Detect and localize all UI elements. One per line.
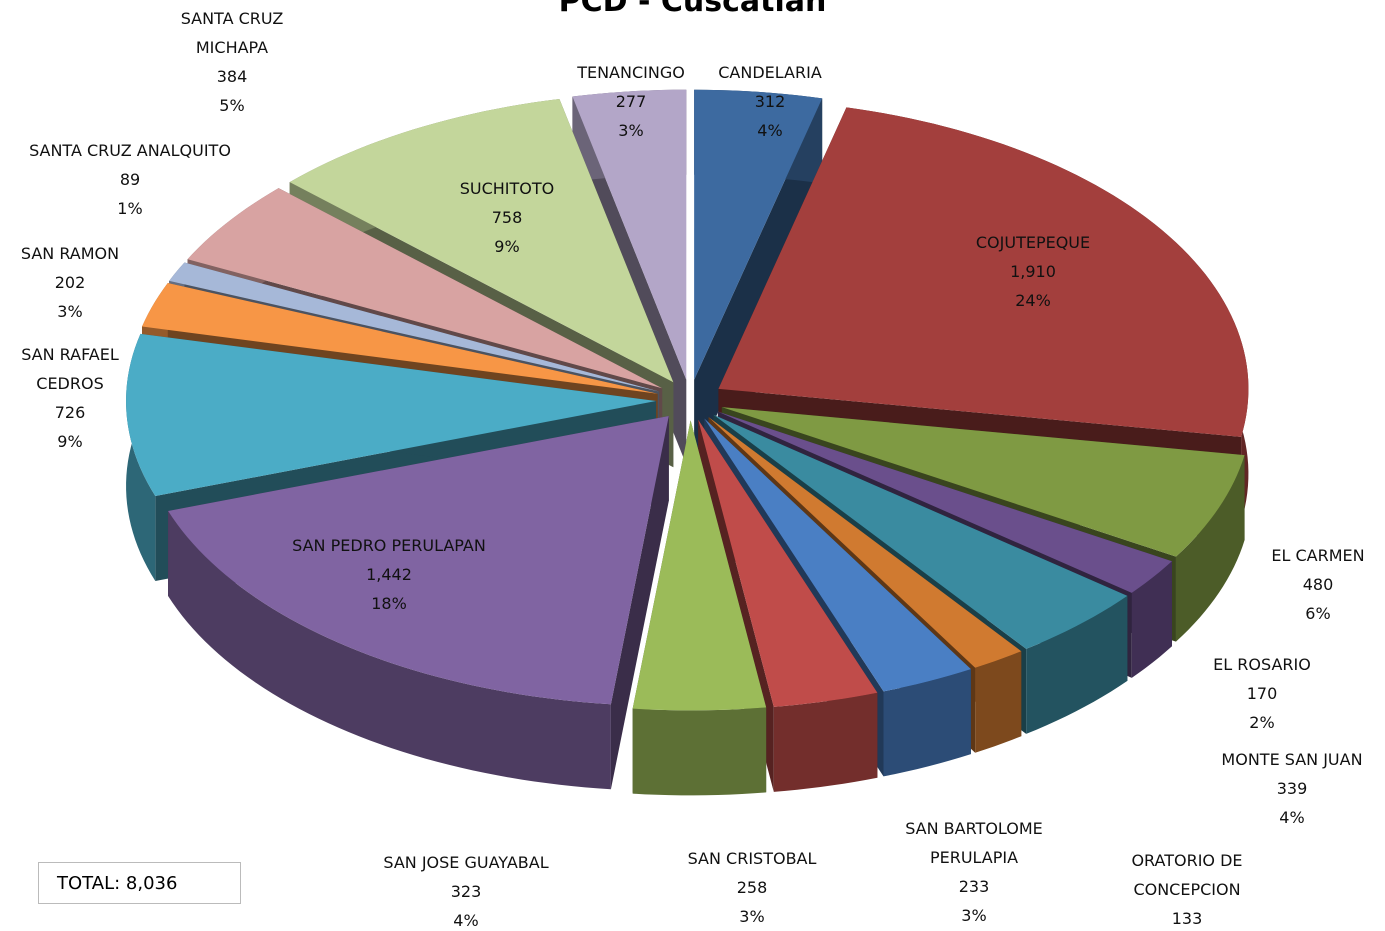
slice-outer-wall bbox=[632, 707, 767, 796]
slice-top bbox=[142, 283, 658, 394]
slice-top bbox=[632, 420, 767, 711]
slice-value: 258 bbox=[736, 878, 768, 897]
slice-percent: 18% bbox=[371, 594, 407, 613]
slice-top bbox=[717, 411, 1172, 593]
slice-name: SUCHITOTO bbox=[459, 179, 555, 198]
slice-value: 1,442 bbox=[366, 565, 412, 584]
slice-outer-wall bbox=[975, 651, 1022, 753]
slice bbox=[168, 415, 669, 790]
slice-label: SAN CRISTOBAL 258 3% bbox=[602, 844, 902, 931]
slice-label: SAN BARTOLOME PERULAPIA 233 3% bbox=[889, 814, 1059, 930]
slice-label: ORATORIO DE CONCEPCION 133 bbox=[1112, 846, 1262, 931]
slice-outer-wall bbox=[168, 510, 611, 790]
slice-label: SANTA CRUZ ANALQUITO 89 1% bbox=[0, 136, 280, 223]
slice-name: SANTA CRUZ MICHAPA bbox=[180, 9, 284, 57]
slice-percent: 4% bbox=[757, 121, 783, 140]
slice-name: SAN RAMON bbox=[20, 244, 120, 263]
slice-name: CANDELARIA bbox=[718, 63, 822, 82]
slice-name: EL CARMEN bbox=[1271, 546, 1365, 565]
slice-percent: 24% bbox=[1015, 291, 1051, 310]
slice-value: 133 bbox=[1171, 909, 1203, 928]
slice-name: ORATORIO DE CONCEPCION bbox=[1131, 851, 1243, 899]
slice-value: 384 bbox=[216, 67, 248, 86]
slice-value: 233 bbox=[958, 877, 990, 896]
slice-percent: 5% bbox=[219, 96, 245, 115]
slice-label: TENANCINGO 277 3% bbox=[481, 58, 781, 145]
slice-name: SAN CRISTOBAL bbox=[687, 849, 817, 868]
slice-label: SAN RAFAEL CEDROS 726 9% bbox=[10, 340, 130, 456]
slice-percent: 6% bbox=[1305, 604, 1331, 623]
slice-label: EL CARMEN 480 6% bbox=[1168, 541, 1385, 628]
slice-label: SUCHITOTO 758 9% bbox=[357, 174, 657, 261]
slice-top bbox=[572, 89, 687, 380]
slice-name: COJUTEPEQUE bbox=[975, 233, 1091, 252]
slice-percent: 9% bbox=[57, 432, 83, 451]
slice-label: CANDELARIA 312 4% bbox=[620, 58, 920, 145]
slice-value: 202 bbox=[54, 273, 86, 292]
slice-value: 339 bbox=[1276, 779, 1308, 798]
slice-percent: 1% bbox=[117, 199, 143, 218]
slice-outer-wall bbox=[1131, 561, 1172, 678]
slice-name: SAN JOSE GUAYABAL bbox=[383, 853, 549, 872]
slice-percent: 3% bbox=[618, 121, 644, 140]
slice-percent: 2% bbox=[1249, 713, 1275, 732]
slice-value: 170 bbox=[1246, 684, 1278, 703]
slice-value: 277 bbox=[615, 92, 647, 111]
slice-value: 726 bbox=[54, 403, 86, 422]
slice-value: 758 bbox=[491, 208, 523, 227]
slice-outer-wall bbox=[1175, 455, 1245, 642]
slice-top bbox=[713, 414, 1128, 649]
slice-outer-wall bbox=[883, 669, 971, 777]
slice-value: 323 bbox=[450, 882, 482, 901]
slice-top bbox=[698, 419, 878, 707]
slice-top bbox=[704, 418, 971, 692]
slice-label: SAN JOSE GUAYABAL 323 4% bbox=[316, 848, 616, 931]
slice bbox=[632, 420, 767, 796]
slice-percent: 3% bbox=[57, 302, 83, 321]
slice-percent: 4% bbox=[453, 911, 479, 930]
slice-name: SANTA CRUZ ANALQUITO bbox=[29, 141, 231, 160]
slice-label: SANTA CRUZ MICHAPA 384 5% bbox=[167, 4, 297, 120]
slice-percent: 3% bbox=[739, 907, 765, 926]
slice-percent: 3% bbox=[961, 906, 987, 925]
slice-value: 480 bbox=[1302, 575, 1334, 594]
slice-outer-wall bbox=[1026, 595, 1128, 734]
slice-top bbox=[168, 415, 669, 705]
slice-name: TENANCINGO bbox=[577, 63, 685, 82]
total-box: TOTAL: 8,036 bbox=[38, 862, 241, 904]
slice-top bbox=[187, 188, 663, 389]
slice-percent: 9% bbox=[494, 237, 520, 256]
slice-name: EL ROSARIO bbox=[1213, 655, 1311, 674]
slice-label: MONTE SAN JUAN 339 4% bbox=[1142, 745, 1385, 832]
slice-top bbox=[169, 262, 660, 392]
slice-top bbox=[126, 333, 657, 497]
slice-value: 89 bbox=[119, 170, 141, 189]
slice-name: SAN RAFAEL CEDROS bbox=[21, 345, 119, 393]
slice-top bbox=[694, 89, 823, 380]
slice-label: SAN PEDRO PERULAPAN 1,442 18% bbox=[239, 531, 539, 618]
slice-top bbox=[708, 417, 1022, 668]
slice-top bbox=[721, 407, 1245, 557]
slice-label: COJUTEPEQUE 1,910 24% bbox=[883, 228, 1183, 315]
slice-name: SAN BARTOLOME PERULAPIA bbox=[905, 819, 1043, 867]
slice-value: 1,910 bbox=[1010, 262, 1056, 281]
slice-name: MONTE SAN JUAN bbox=[1221, 750, 1363, 769]
slice-outer-wall bbox=[773, 692, 878, 792]
slice-value: 312 bbox=[754, 92, 786, 111]
slice-top bbox=[289, 99, 674, 383]
slice-label: SAN RAMON 202 3% bbox=[0, 239, 220, 326]
slice-top bbox=[718, 107, 1249, 437]
slice-label: EL ROSARIO 170 2% bbox=[1112, 650, 1385, 737]
chart-title: PCD - Cuscatlan bbox=[558, 0, 827, 19]
slice-percent: 4% bbox=[1279, 808, 1305, 827]
slice-radial-wall bbox=[610, 415, 669, 790]
slice-name: SAN PEDRO PERULAPAN bbox=[292, 536, 486, 555]
